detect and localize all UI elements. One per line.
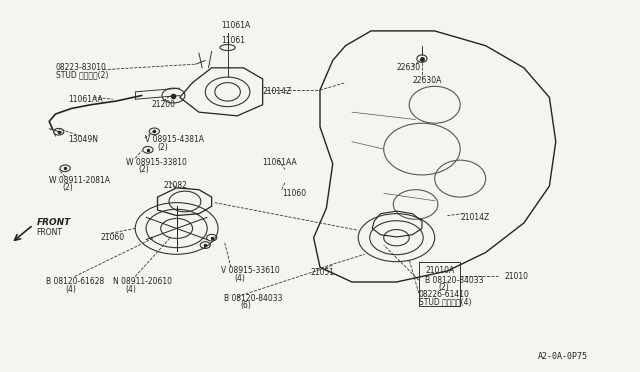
- Text: N 08911-20610: N 08911-20610: [113, 278, 172, 286]
- Text: 21060: 21060: [100, 233, 124, 242]
- Text: A2-0A-0P75: A2-0A-0P75: [538, 352, 588, 361]
- Text: 21200: 21200: [151, 100, 175, 109]
- Text: 11061AA: 11061AA: [68, 95, 103, 104]
- Text: 08223-83010: 08223-83010: [56, 63, 106, 72]
- Text: 21082: 21082: [164, 182, 188, 190]
- Text: 21014Z: 21014Z: [460, 213, 490, 222]
- Text: (4): (4): [65, 285, 76, 294]
- Text: 21010: 21010: [505, 272, 529, 281]
- Text: B 08120-84033: B 08120-84033: [225, 294, 283, 303]
- Text: FRONT: FRONT: [36, 218, 70, 227]
- Text: 22630A: 22630A: [412, 76, 442, 85]
- Text: (2): (2): [62, 183, 73, 192]
- Text: (4): (4): [125, 285, 136, 294]
- Text: 21014Z: 21014Z: [262, 87, 292, 96]
- Text: (2): (2): [138, 165, 149, 174]
- Text: B 08120-84033: B 08120-84033: [425, 276, 484, 285]
- Text: 08226-61410: 08226-61410: [419, 291, 470, 299]
- Text: STUD スタッド(2): STUD スタッド(2): [56, 71, 108, 80]
- Text: V 08915-33610: V 08915-33610: [221, 266, 280, 275]
- Text: V 08915-4381A: V 08915-4381A: [145, 135, 204, 144]
- Text: FRONT: FRONT: [36, 228, 63, 237]
- Text: 21010A: 21010A: [425, 266, 454, 275]
- Text: (6): (6): [241, 301, 252, 311]
- Text: (2): (2): [438, 283, 449, 292]
- Text: W 08911-2081A: W 08911-2081A: [49, 176, 110, 185]
- Text: B 08120-61628: B 08120-61628: [46, 278, 104, 286]
- Text: STUD スタッド(4): STUD スタッド(4): [419, 298, 471, 307]
- Text: W 08915-33810: W 08915-33810: [125, 157, 186, 167]
- Text: 11060: 11060: [282, 189, 306, 198]
- Text: 11061AA: 11061AA: [262, 157, 298, 167]
- Text: (2): (2): [157, 143, 168, 152]
- Text: 22630: 22630: [396, 63, 420, 72]
- Text: 13049N: 13049N: [68, 135, 99, 144]
- Text: (4): (4): [234, 274, 245, 283]
- Text: 11061A: 11061A: [221, 21, 250, 30]
- Text: 21051: 21051: [310, 268, 335, 277]
- Text: 11061: 11061: [221, 36, 245, 45]
